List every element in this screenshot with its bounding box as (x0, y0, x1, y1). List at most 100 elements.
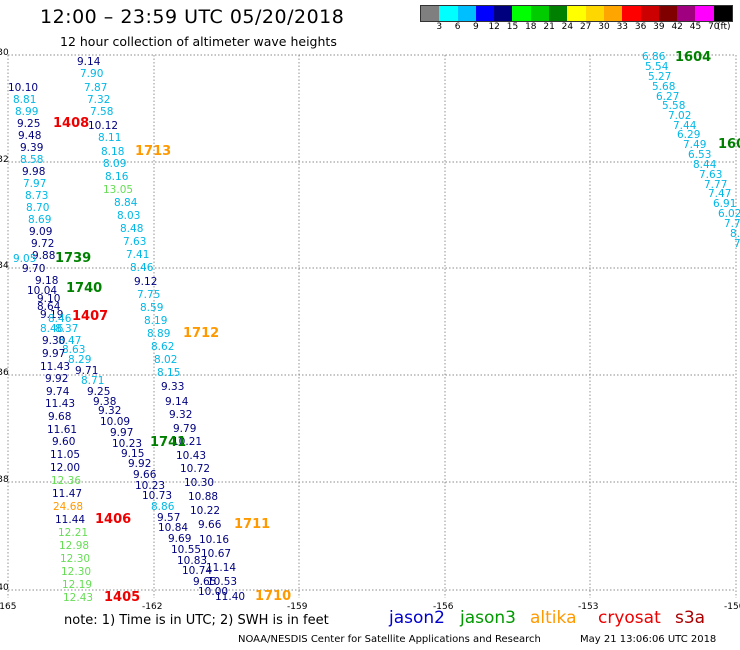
legend-altika: altika (530, 608, 577, 628)
wave-height-value: 8.02 (154, 354, 177, 366)
wave-height-value: 9.57 (157, 512, 180, 524)
wave-height-value: 9.14 (77, 56, 101, 68)
wave-height-value: 9.92 (45, 373, 68, 385)
wave-height-value: 11.14 (206, 562, 236, 574)
wave-height-value: 12.98 (59, 540, 89, 552)
wave-height-value: 10.84 (158, 522, 188, 534)
wave-height-value: 10.23 (112, 438, 142, 450)
colorbar-swatch (549, 6, 568, 21)
wave-height-value: 8.71 (81, 375, 104, 387)
colorbar-tick-label: 42 (671, 22, 683, 32)
wave-height-value: 7.7 (724, 218, 740, 230)
wave-height-value: 9.25 (87, 386, 110, 398)
wave-height-value: 10.72 (180, 463, 210, 475)
colorbar-tick-label: 39 (653, 22, 665, 32)
wave-height-value: 8.58 (20, 154, 43, 166)
wave-height-value: 7.47 (708, 188, 731, 200)
wave-height-value: 10.21 (172, 436, 202, 448)
wave-height-value: 8.99 (15, 106, 38, 118)
wave-height-value: 9.97 (110, 427, 133, 439)
pass-time-label: 160 (718, 137, 740, 152)
colorbar-tick-label: 21 (543, 22, 555, 32)
wave-height-value: 8.48 (120, 223, 143, 235)
wave-height-value: 11.05 (50, 449, 80, 461)
wave-height-value: 8.03 (117, 210, 140, 222)
wave-height-value: 8.46 (130, 262, 154, 274)
wave-height-value: 11.40 (215, 591, 245, 603)
wave-height-value: 8.73 (25, 190, 48, 202)
pass-time-label: 1604 (675, 50, 711, 65)
wave-height-value: 9.69 (168, 533, 191, 545)
wave-height-value: 6.27 (656, 91, 679, 103)
wave-height-colorbar (420, 5, 734, 22)
wave-height-value: 9.39 (20, 142, 43, 154)
wave-height-value: 10.00 (198, 586, 228, 598)
legend-jason3: jason3 (460, 608, 516, 628)
wave-height-value: 10.53 (207, 576, 237, 588)
wave-height-value: 10.74 (182, 565, 212, 577)
wave-height-value: 8.89 (147, 328, 170, 340)
wave-height-value: 8.16 (105, 171, 129, 183)
wave-height-value: 10.04 (27, 285, 57, 297)
colorbar-labels: (ft) 3 6 9 12 15 18 21 24 27 30 33 36 39 42 45 70 (420, 22, 740, 34)
wave-height-value: 9.88 (32, 250, 55, 262)
longitude-label: -150 (724, 602, 740, 612)
colorbar-tick-label: 18 (525, 22, 537, 32)
latitude-label: -32 (0, 155, 9, 165)
pass-time-label: 1710 (255, 589, 291, 604)
wave-height-value: 9.71 (75, 365, 98, 377)
wave-height-value: 5.54 (645, 61, 669, 73)
wave-height-value: 9.97 (42, 348, 65, 360)
wave-height-value: 12.30 (61, 566, 91, 578)
wave-height-value: 9.66 (133, 469, 157, 481)
wave-height-value: 7 (734, 238, 740, 250)
pass-time-label: 1712 (183, 326, 219, 341)
wave-height-value: 9.30 (42, 335, 65, 347)
legend-jason2: jason2 (389, 608, 445, 628)
wave-height-value: 12.30 (60, 553, 90, 565)
colorbar-tick-label: 9 (473, 22, 479, 32)
colorbar-swatch (567, 6, 586, 21)
colorbar-swatch (622, 6, 641, 21)
wave-height-value: 9.14 (165, 396, 189, 408)
latitude-label: -34 (0, 261, 9, 271)
pass-time-label: 1740 (66, 281, 102, 296)
pass-time-label: 1407 (72, 309, 108, 324)
wave-height-value: 8.11 (98, 132, 121, 144)
wave-height-value: 9.19 (40, 309, 63, 321)
legend-cryosat: cryosat (598, 608, 661, 628)
wave-height-value: 10.83 (177, 555, 207, 567)
wave-height-value: 12.19 (62, 579, 92, 591)
wave-height-value: 7.41 (126, 249, 149, 261)
pass-time-label: 1739 (55, 251, 91, 266)
wave-height-value: 10.12 (88, 120, 118, 132)
wave-height-value: 6.29 (677, 129, 700, 141)
wave-height-value: 10.55 (171, 544, 201, 556)
colorbar-tick-label: 6 (454, 22, 461, 32)
wave-height-value: 12.00 (50, 462, 80, 474)
wave-height-value: 10.43 (176, 450, 206, 462)
wave-height-value: 9.79 (173, 423, 196, 435)
wave-height-value: 8.37 (55, 323, 78, 335)
wave-height-value: 8.15 (157, 367, 180, 379)
wave-height-value: 13.05 (103, 184, 133, 196)
wave-height-value: 10.22 (190, 505, 220, 517)
wave-height-value: 7.63 (123, 236, 146, 248)
wave-height-value: 10.67 (201, 548, 231, 560)
wave-height-value: 11.43 (40, 361, 70, 373)
wave-height-value: 7.97 (23, 178, 46, 190)
wave-height-value: 9.98 (22, 166, 45, 178)
latitude-label: -40 (0, 583, 9, 593)
wave-height-value: 10.30 (184, 477, 214, 489)
page-title: 12:00 – 23:59 UTC 05/20/2018 (40, 6, 345, 28)
wave-height-value: 10.88 (188, 491, 218, 503)
wave-height-value: 6.02 (718, 208, 740, 220)
longitude-label: -153 (578, 602, 599, 612)
colorbar-tick-label: 45 (689, 22, 702, 32)
colorbar-swatch (494, 6, 513, 21)
pass-time-label: 1741 (150, 435, 186, 450)
wave-height-value: 9.32 (169, 409, 192, 421)
wave-height-value: 9.65 (193, 576, 216, 588)
wave-height-value: 8.19 (144, 315, 167, 327)
